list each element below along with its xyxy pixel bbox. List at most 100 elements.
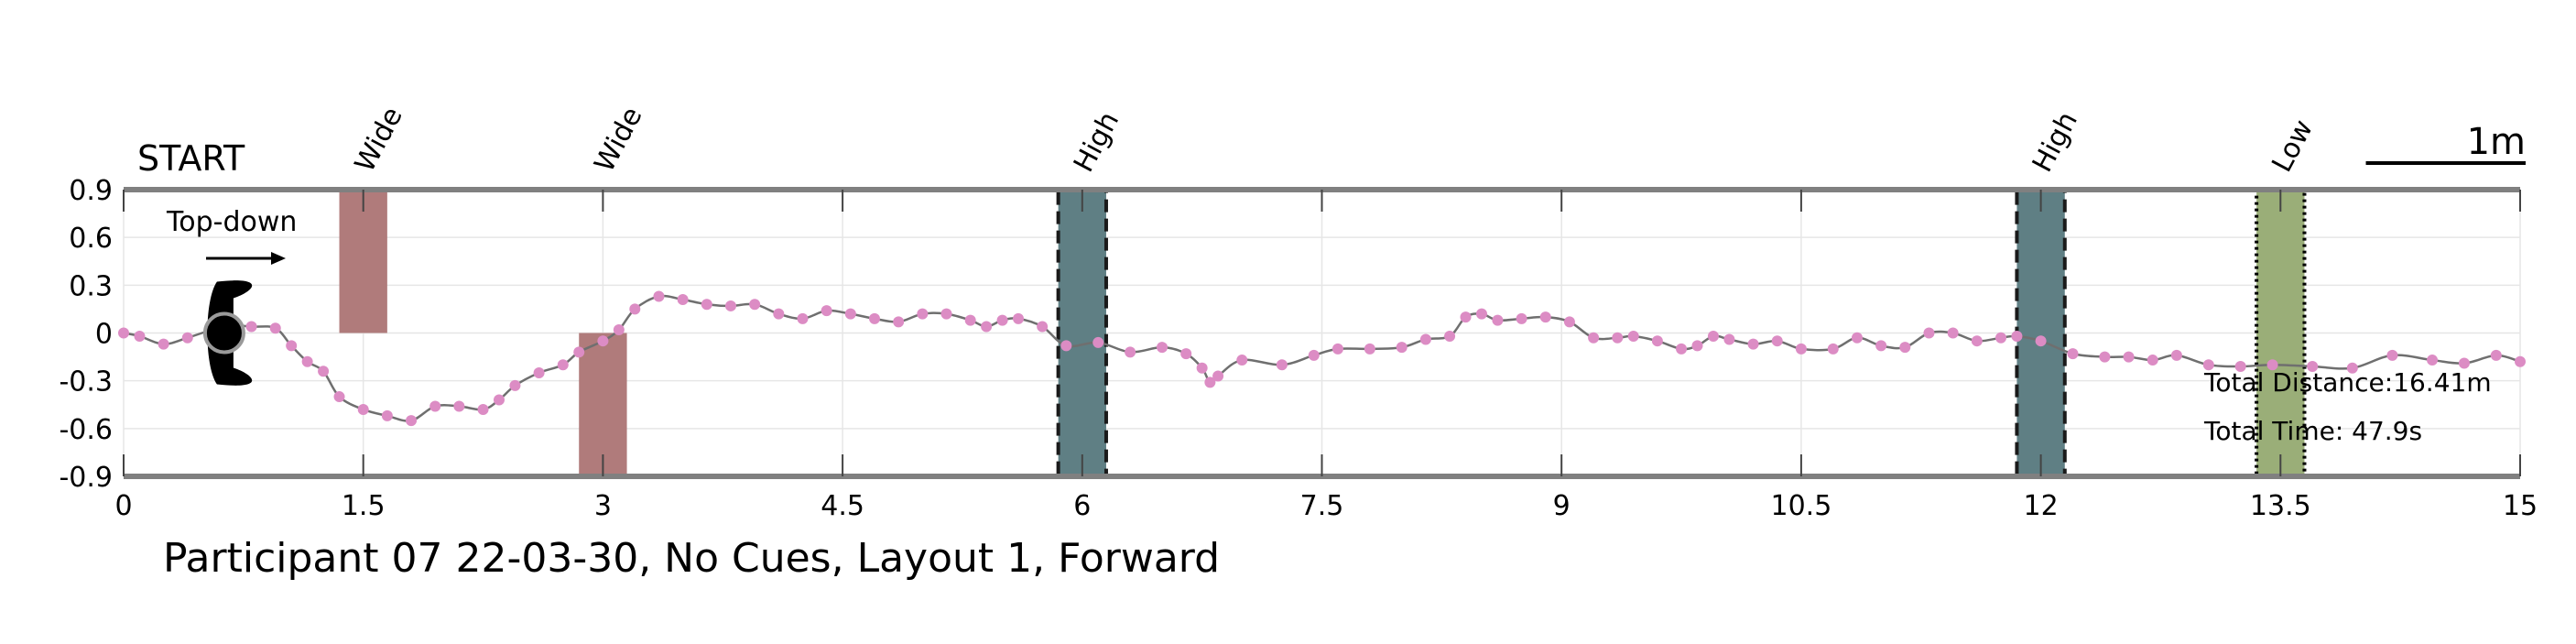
total-time: Total Time: 47.9s [2203,416,2422,446]
x-tick-label: 9 [1553,490,1571,522]
path-point [1971,335,1983,347]
path-point [406,415,418,427]
path-point [2427,355,2439,366]
path-point [1899,342,1911,354]
obstacle-label: Wide [349,102,409,178]
path-point [269,322,281,334]
start-label: START [137,138,245,179]
y-tick-label: -0.9 [59,462,113,494]
path-point [1747,338,1759,350]
y-tick-label: -0.6 [59,414,113,446]
path-point [1563,316,1575,328]
direction-label: Top-down [166,206,297,238]
path-point [1364,343,1375,355]
path-point [2386,349,2398,361]
path-point [1236,355,1248,366]
x-tick-label: 3 [594,490,612,522]
path-point [1691,340,1703,352]
obstacle-label: High [1068,106,1125,177]
path-point [677,293,689,305]
obstacle-wide [579,333,627,476]
path-point [1795,343,1807,355]
x-tick-label: 12 [2024,490,2059,522]
path-point [749,299,761,311]
path-point [2011,330,2023,342]
path-point [964,314,976,326]
path-point [2490,349,2502,361]
path-point [629,303,641,315]
path-point [1707,330,1719,342]
path-point [1612,332,1624,344]
chart-title: Participant 07 22-03-30, No Cues, Layout… [163,535,1220,582]
path-point [917,308,929,320]
path-point [1092,336,1104,348]
path-point [724,300,736,311]
path-point [597,335,609,347]
total-distance: Total Distance:16.41m [2203,367,2492,398]
path-point [1676,343,1688,355]
path-point [2170,349,2182,361]
path-point [1180,348,1192,360]
y-tick-label: 0.9 [69,175,113,207]
path-series [118,290,2526,427]
path-point [333,391,345,403]
x-tick-label: 4.5 [821,490,864,522]
x-tick-label: 15 [2503,490,2538,522]
path-point [2234,361,2246,373]
path-point [118,327,129,339]
grid [123,189,2521,477]
path-point [1204,377,1216,388]
path-point [533,366,545,378]
path-point [844,308,856,320]
path-point [158,338,169,350]
obstacle-high [2015,188,2067,478]
path-point [797,312,809,324]
y-tick-label: 0.3 [69,270,113,302]
path-point [1013,312,1025,324]
path-point [1627,330,1639,342]
path-point [318,366,330,377]
path-point [557,359,569,371]
x-tick-label: 13.5 [2250,490,2311,522]
path-point [2035,335,2047,347]
obstacle-label: Wide [589,102,649,178]
participant-icon [202,280,253,386]
x-tick-label: 6 [1073,490,1091,522]
path-point [477,403,489,415]
path-point [701,299,712,311]
path-point [1588,332,1600,344]
path-point [940,308,952,320]
path-point [429,400,441,412]
direction-arrow-icon [206,252,286,265]
path-point [2515,355,2526,367]
path-point [453,400,465,412]
path-point [1492,314,1504,326]
path-point [1827,343,1839,355]
participant-head [202,311,245,355]
path-point [1037,321,1049,333]
obstacle-low [2255,188,2307,478]
path-point [1851,332,1863,344]
x-tick-label: 1.5 [342,490,386,522]
path-point [981,321,993,333]
path-point [1157,342,1168,354]
path-point [1947,327,1959,339]
path-point [1539,311,1551,323]
scale-bar: 1m [2365,121,2526,165]
path-point [1212,370,1224,382]
path-point [1923,327,1935,339]
x-tick-label: 7.5 [1300,490,1344,522]
path-point [134,330,146,342]
path-point [613,324,625,336]
obstacle-label: High [2027,106,2084,177]
path-point [1460,311,1472,323]
path-point [1396,342,1408,354]
path-point [2307,361,2319,373]
obstacle-high [1056,188,1108,478]
path-point [893,316,905,328]
y-tick-label: -0.3 [59,366,113,398]
y-tick-label: 0.6 [69,223,113,255]
path-point [1723,333,1735,345]
path-point [2067,348,2079,360]
path-point [2147,355,2158,366]
